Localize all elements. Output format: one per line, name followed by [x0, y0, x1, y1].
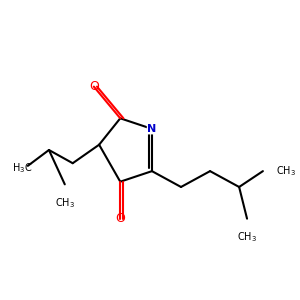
- Text: CH$_3$: CH$_3$: [237, 230, 257, 244]
- Text: CH$_3$: CH$_3$: [55, 196, 75, 210]
- Text: CH$_3$: CH$_3$: [276, 164, 296, 178]
- Text: O: O: [115, 212, 125, 225]
- Text: H$_3$C: H$_3$C: [12, 162, 32, 176]
- Text: N: N: [147, 124, 157, 134]
- Text: O: O: [89, 80, 99, 93]
